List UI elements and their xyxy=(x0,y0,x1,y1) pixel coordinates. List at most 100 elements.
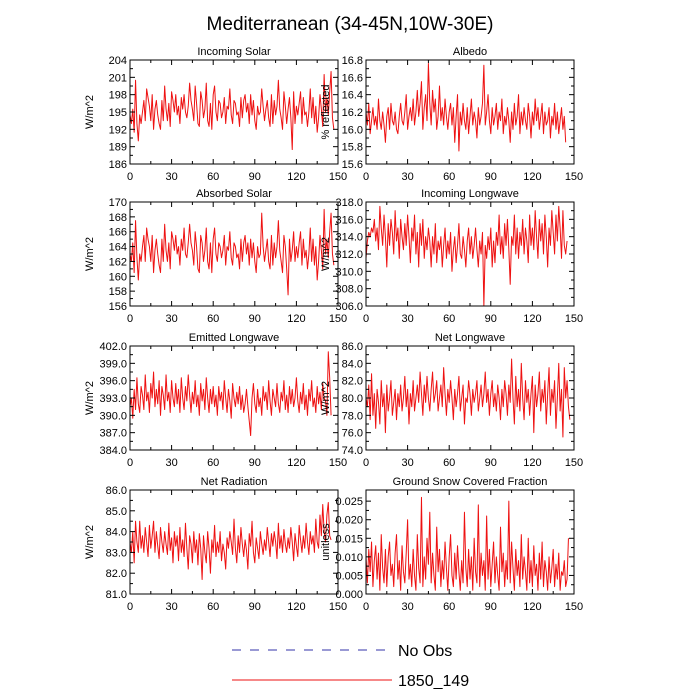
y-tick-label: 306.0 xyxy=(335,301,363,313)
chart-title: Net Longwave xyxy=(435,332,505,344)
x-tick-label: 150 xyxy=(565,601,583,613)
y-tick-label: 387.0 xyxy=(99,428,127,440)
y-axis-label: W/m^2 xyxy=(84,525,96,559)
y-tick-label: 86.0 xyxy=(342,341,363,353)
y-tick-label: 84.0 xyxy=(342,358,363,370)
y-tick-label: 82.0 xyxy=(106,568,127,580)
y-tick-label: 318.0 xyxy=(335,197,363,209)
x-tick-label: 30 xyxy=(401,171,413,183)
y-tick-label: 384.0 xyxy=(99,445,127,457)
x-tick-label: 120 xyxy=(523,313,541,325)
y-tick-label: 189 xyxy=(109,142,127,154)
chart-title: Incoming Longwave xyxy=(421,188,519,200)
y-tick-label: 170 xyxy=(109,197,127,209)
y-tick-label: 396.0 xyxy=(99,376,127,388)
y-tick-label: 195 xyxy=(109,107,127,119)
y-tick-label: 15.6 xyxy=(342,159,363,171)
chart-title: Incoming Solar xyxy=(197,46,271,58)
y-tick-label: 156 xyxy=(109,301,127,313)
legend: No Obs 1850_149 xyxy=(232,643,469,690)
y-tick-label: 76.0 xyxy=(342,428,363,440)
x-tick-label: 30 xyxy=(401,601,413,613)
y-tick-label: 16.6 xyxy=(342,72,363,84)
y-tick-label: 201 xyxy=(109,72,127,84)
y-tick-label: 160 xyxy=(109,271,127,283)
y-tick-label: 393.0 xyxy=(99,393,127,405)
y-tick-label: 74.0 xyxy=(342,445,363,457)
series-line-net-longwave xyxy=(365,358,571,438)
y-tick-label: 16.2 xyxy=(342,107,363,119)
y-axis-label: W/m^2 xyxy=(84,237,96,271)
x-tick-label: 120 xyxy=(523,171,541,183)
y-tick-label: 78.0 xyxy=(342,410,363,422)
chart-panel-incoming-solar: Incoming Solar W/m^2 0 30 60 90 120 150 186 189 19… xyxy=(84,46,347,183)
x-tick-label: 120 xyxy=(287,601,305,613)
panels-group: Incoming Solar W/m^2 0 30 60 90 120 150 186 189 19… xyxy=(84,46,583,613)
y-tick-label: 166 xyxy=(109,227,127,239)
y-tick-label: 80.0 xyxy=(342,393,363,405)
y-tick-label: 83.0 xyxy=(106,547,127,559)
x-tick-label: 90 xyxy=(485,313,497,325)
x-tick-label: 30 xyxy=(165,171,177,183)
y-tick-label: 0.015 xyxy=(335,533,363,545)
y-tick-label: 402.0 xyxy=(99,341,127,353)
x-tick-label: 120 xyxy=(287,171,305,183)
y-tick-label: 164 xyxy=(109,242,127,254)
x-tick-label: 150 xyxy=(329,601,347,613)
x-tick-label: 30 xyxy=(401,313,413,325)
y-tick-label: 198 xyxy=(109,90,127,102)
x-tick-label: 90 xyxy=(485,601,497,613)
y-tick-label: 390.0 xyxy=(99,410,127,422)
y-tick-label: 186 xyxy=(109,159,127,171)
series-line-net-radiation xyxy=(129,501,332,580)
x-tick-label: 90 xyxy=(249,601,261,613)
y-tick-label: 86.0 xyxy=(106,485,127,497)
x-tick-label: 30 xyxy=(165,313,177,325)
x-tick-label: 30 xyxy=(165,457,177,469)
series-line-incoming-longwave xyxy=(365,205,568,307)
x-tick-label: 60 xyxy=(443,457,455,469)
y-axis-label: W/m^2 xyxy=(320,237,332,271)
x-tick-label: 150 xyxy=(565,457,583,469)
x-tick-label: 30 xyxy=(401,457,413,469)
x-tick-label: 60 xyxy=(207,171,219,183)
y-axis-label: unitless xyxy=(320,523,332,561)
x-tick-label: 60 xyxy=(443,601,455,613)
series-line-incoming-solar xyxy=(129,71,335,151)
y-tick-label: 15.8 xyxy=(342,142,363,154)
y-tick-label: 0.025 xyxy=(335,496,363,508)
y-axis-label: W/m^2 xyxy=(320,381,332,415)
y-tick-label: 158 xyxy=(109,286,127,298)
y-tick-label: 312.0 xyxy=(335,249,363,261)
x-tick-label: 150 xyxy=(329,171,347,183)
x-tick-label: 120 xyxy=(287,457,305,469)
x-tick-label: 0 xyxy=(127,313,133,325)
x-tick-label: 120 xyxy=(287,313,305,325)
y-tick-label: 316.0 xyxy=(335,214,363,226)
x-tick-label: 90 xyxy=(249,457,261,469)
x-tick-label: 60 xyxy=(207,457,219,469)
y-tick-label: 0.000 xyxy=(335,589,363,601)
series-line-emitted-longwave xyxy=(129,351,332,437)
x-tick-label: 150 xyxy=(565,171,583,183)
y-axis-label: % reflected xyxy=(320,84,332,139)
x-tick-label: 0 xyxy=(127,171,133,183)
y-tick-label: 84.0 xyxy=(106,527,127,539)
x-tick-label: 0 xyxy=(363,457,369,469)
x-tick-label: 90 xyxy=(485,457,497,469)
legend-label-1850-149: 1850_149 xyxy=(398,673,469,690)
x-tick-label: 120 xyxy=(523,601,541,613)
chart-title: Net Radiation xyxy=(201,476,268,488)
chart-panel-absorbed-solar: Absorbed Solar W/m^2 0 30 60 90 120 150 156 158 16… xyxy=(84,188,347,325)
y-tick-label: 314.0 xyxy=(335,232,363,244)
y-tick-label: 399.0 xyxy=(99,358,127,370)
chart-title: Ground Snow Covered Fraction xyxy=(393,476,548,488)
y-tick-label: 162 xyxy=(109,256,127,268)
y-tick-label: 81.0 xyxy=(106,589,127,601)
x-tick-label: 0 xyxy=(127,601,133,613)
x-tick-label: 60 xyxy=(443,171,455,183)
plot-frame xyxy=(129,489,339,595)
x-tick-label: 0 xyxy=(363,601,369,613)
